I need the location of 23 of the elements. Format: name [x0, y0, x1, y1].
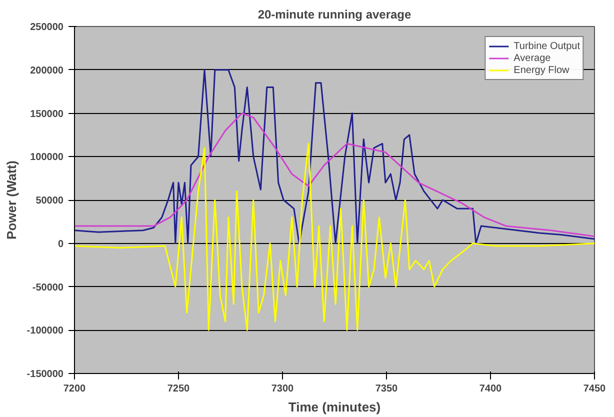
x-tick-label: 7200: [63, 384, 86, 394]
legend-label: Average: [514, 52, 551, 64]
x-tick-label: 7400: [479, 384, 502, 394]
y-axis-title: Power (Watt): [4, 160, 19, 240]
line-series: [74, 142, 594, 331]
y-tick-label: 100000: [30, 152, 64, 164]
y-tick-label: 250000: [30, 22, 64, 33]
y-tick-label: -100000: [26, 326, 64, 337]
y-tick-label: -50000: [32, 282, 64, 294]
y-tick-label: 50000: [36, 196, 64, 206]
y-tick-label: -150000: [26, 369, 64, 380]
x-axis-title: Time (minutes): [288, 400, 381, 414]
y-tick-label: 0: [58, 238, 64, 250]
legend-label: Turbine Output: [514, 40, 580, 52]
y-tick-label: 200000: [30, 65, 64, 76]
line-series: [74, 112, 594, 238]
x-tick-label: 7300: [271, 384, 294, 394]
x-tick-label: 7450: [583, 384, 606, 394]
x-tick-label: 7350: [375, 384, 398, 394]
legend-label: Energy Flow: [514, 64, 570, 76]
x-tick-label: 7250: [167, 384, 190, 394]
y-tick-label: 150000: [30, 108, 64, 120]
chart-title: 20-minute running average: [258, 8, 412, 22]
